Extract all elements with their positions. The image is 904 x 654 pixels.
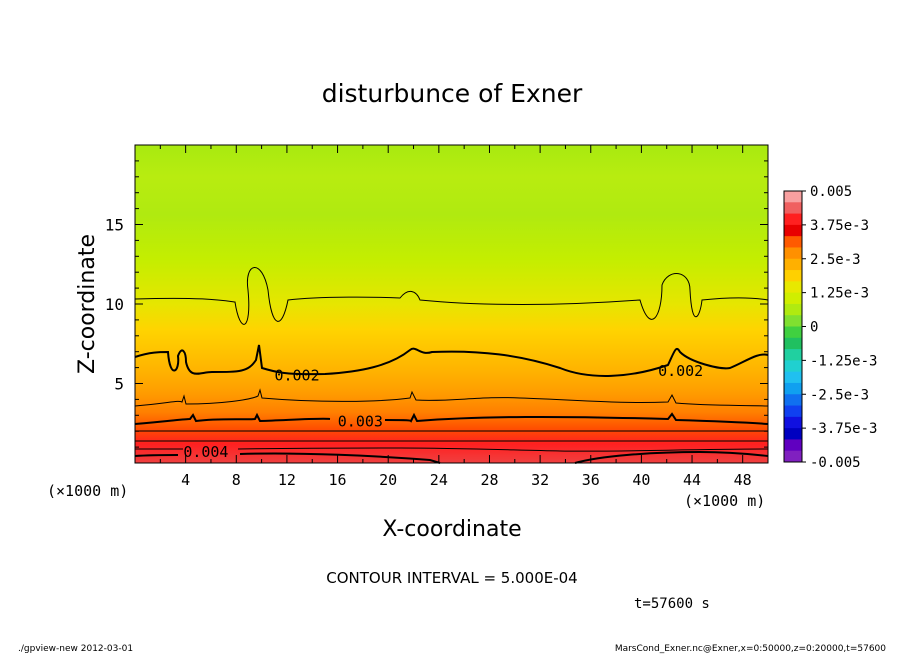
colorbar-cell [784,337,802,350]
y-tick-labels: 5 10 15 [105,216,124,394]
contour-line [134,450,769,464]
colorbar-cell [784,428,802,440]
contour-line [134,344,769,377]
y-tick-label: 15 [105,216,124,235]
colorbar-cell [784,450,802,463]
colorbar-label: 1.25e-3 [810,286,869,302]
colorbar-label: 0.005 [810,184,852,200]
time-label: t=57600 s [634,596,710,612]
x-tick-label: 8 [232,471,241,489]
colorbar-cell [784,224,802,237]
x-tick-label: 16 [329,471,347,489]
colorbar: 0.005 3.75e-3 2.5e-3 1.25e-3 0 -1.25e-3 -2.5e-… [783,184,877,471]
colorbar-cell [784,360,802,373]
colorbar-cell [784,405,802,418]
y-tick-marks [135,160,768,448]
colorbar-cell [784,349,802,361]
colorbar-cell [784,371,802,384]
x-axis-label: X-coordinate [382,517,521,542]
contour-line [134,388,769,407]
colorbar-label: -0.005 [810,455,861,471]
y-tick-label: 10 [105,295,124,314]
x-tick-labels: 4 8 12 16 20 24 28 32 36 40 44 48 [181,471,752,489]
contour-line [135,447,769,452]
data-field [135,145,768,463]
colorbar-cells [784,191,802,463]
colorbar-cell [784,191,802,203]
y-tick-label: 5 [114,375,124,394]
colorbar-cell [784,394,802,407]
colorbar-label: 2.5e-3 [810,252,861,268]
contour-label: 0.003 [338,413,383,431]
contour-label: 0.002 [274,367,319,385]
x-tick-label: 44 [683,471,701,489]
x-tick-label: 36 [582,471,600,489]
colorbar-cell [784,202,802,215]
colorbar-label: -3.75e-3 [810,421,877,437]
x-tick-marks [159,145,744,463]
x-tick-label: 12 [278,471,296,489]
colorbar-label: 0 [810,320,818,336]
colorbar-labels: 0.005 3.75e-3 2.5e-3 1.25e-3 0 -1.25e-3 -2.5e-… [802,184,877,471]
x-tick-label: 24 [430,471,448,489]
colorbar-cell [784,236,802,248]
colorbar-cell [784,439,802,452]
colorbar-cell [784,213,802,226]
footer-right: MarsCond_Exner.nc@Exner,x=0:50000,z=0:20… [615,644,886,654]
x-tick-label: 32 [531,471,549,489]
chart-title: disturbunce of Exner [322,79,583,108]
colorbar-cell [784,315,802,327]
colorbar-label: -1.25e-3 [810,353,877,369]
colorbar-cell [784,281,802,294]
contour-label: 0.002 [658,362,703,380]
x-tick-label: 48 [734,471,752,489]
colorbar-cell [784,326,802,339]
contour-label: 0.004 [183,443,228,461]
footer-left: ./gpview-new 2012-03-01 [18,644,133,654]
colorbar-cell [784,258,802,271]
x-tick-label: 20 [379,471,397,489]
x-tick-label: 40 [632,471,650,489]
colorbar-cell [784,270,802,282]
x-tick-label: 4 [181,471,190,489]
colorbar-cell [784,247,802,260]
colorbar-label: 3.75e-3 [810,218,869,234]
x-tick-label: 28 [480,471,498,489]
colorbar-cell [784,292,802,305]
contour-labels: 0.002 0.002 0.003 0.004 [183,362,703,461]
x-unit-left: (×1000 m) [47,482,128,500]
colorbar-cell [784,416,802,429]
x-unit-right: (×1000 m) [684,492,765,510]
contour-line [134,267,769,325]
contour-line [134,412,769,425]
colorbar-label: -2.5e-3 [810,387,869,403]
colorbar-cell [784,382,802,395]
y-axis-label: Z-coordinate [75,234,100,374]
contour-interval: CONTOUR INTERVAL = 5.000E-04 [326,569,577,587]
colorbar-cell [784,303,802,316]
